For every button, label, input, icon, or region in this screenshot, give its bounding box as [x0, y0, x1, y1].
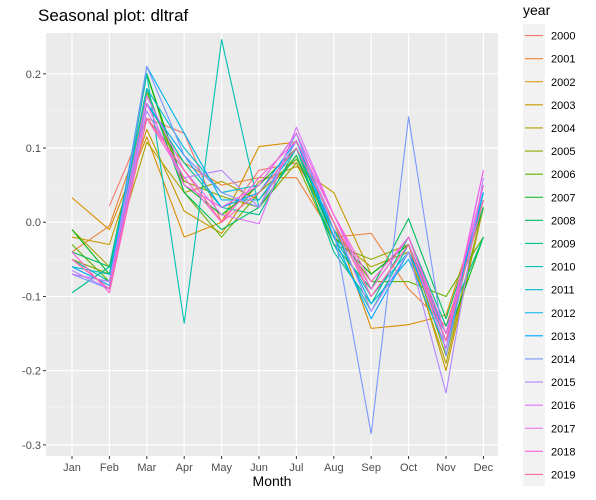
legend-label: 2000 [551, 31, 575, 43]
x-tick-label: Aug [324, 462, 344, 474]
x-tick-label: Sep [361, 462, 381, 474]
y-tick-label: -0.3 [22, 440, 41, 452]
legend-label: 2001 [551, 54, 575, 66]
x-axis-label: Month [253, 473, 292, 489]
legend-label: 2002 [551, 77, 575, 89]
x-tick-label: Apr [176, 462, 193, 474]
legend-label: 2017 [551, 423, 575, 435]
legend-label: 2009 [551, 238, 575, 250]
legend-label: 2011 [551, 285, 575, 297]
x-tick-label: Feb [100, 462, 119, 474]
x-tick-label: Oct [400, 462, 417, 474]
legend-label: 2019 [551, 469, 575, 481]
y-axis: -0.3 -0.2 -0.1 0.0 0.1 0.2 [22, 69, 46, 452]
legend-label: 2015 [551, 377, 575, 389]
legend-label: 2007 [551, 192, 575, 204]
legend-label: 2010 [551, 262, 575, 274]
x-axis: Jan Feb Mar Apr May Jun Jul Aug Sep Oct Nov Dec [63, 456, 494, 474]
x-tick-label: Mar [137, 462, 156, 474]
legend-label: 2008 [551, 215, 575, 227]
legend: 2000 2001 2002 2003 2004 2005 2006 2007 2008 2009… [523, 24, 575, 486]
y-tick-label: 0.1 [26, 143, 41, 155]
legend-label: 2013 [551, 331, 575, 343]
x-tick-label: Jan [63, 462, 81, 474]
legend-label: 2018 [551, 446, 575, 458]
x-tick-label: Dec [474, 462, 494, 474]
y-tick-label: 0.0 [26, 217, 41, 229]
legend-label: 2006 [551, 169, 575, 181]
chart-title: Seasonal plot: dltraf [38, 6, 189, 25]
x-tick-label: Nov [436, 462, 456, 474]
y-tick-label: -0.2 [22, 366, 41, 378]
y-tick-label: -0.1 [22, 291, 41, 303]
legend-label: 2014 [551, 354, 575, 366]
legend-label: 2005 [551, 146, 575, 158]
legend-label: 2016 [551, 400, 575, 412]
legend-label: 2004 [551, 123, 575, 135]
legend-label: 2003 [551, 100, 575, 112]
x-tick-label: Jul [289, 462, 303, 474]
legend-title: year [523, 2, 551, 18]
y-tick-label: 0.2 [26, 69, 41, 81]
x-tick-label: May [211, 462, 232, 474]
legend-label: 2012 [551, 308, 575, 320]
